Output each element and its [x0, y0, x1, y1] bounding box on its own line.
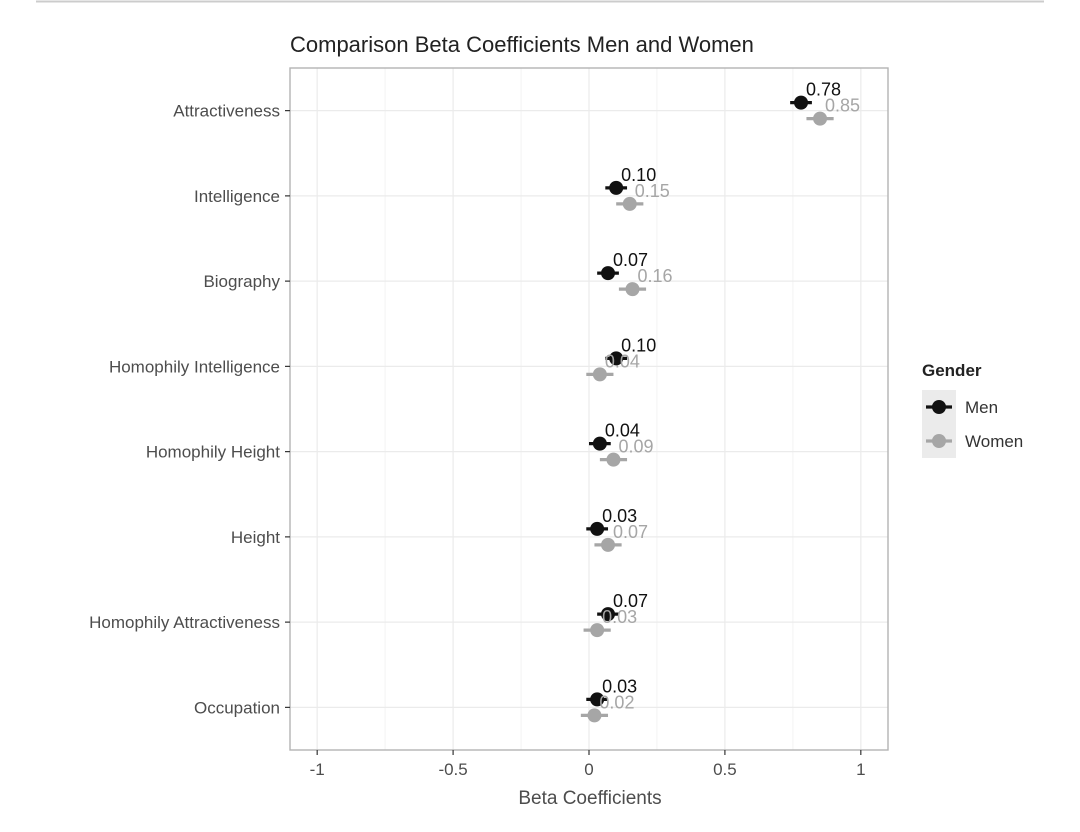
women-data-label: 0.16: [637, 266, 672, 286]
men-point: [609, 180, 624, 195]
men-point: [592, 436, 607, 451]
chart-title: Comparison Beta Coefficients Men and Wom…: [290, 32, 754, 57]
legend: Gender Men Women: [922, 361, 1023, 458]
x-tick-label: 0.5: [713, 760, 737, 779]
men-data-label: 0.10: [621, 335, 656, 355]
x-tick-label: 1: [856, 760, 865, 779]
women-data-label: 0.02: [599, 692, 634, 712]
men-point: [601, 266, 616, 281]
women-data-label: 0.03: [602, 607, 637, 627]
y-tick-label: Homophily Attractiveness: [89, 613, 280, 632]
men-data-label: 0.78: [806, 80, 841, 100]
women-point: [813, 111, 828, 126]
y-tick-label: Attractiveness: [173, 102, 280, 121]
women-point: [625, 282, 640, 297]
women-point: [601, 537, 616, 552]
men-point: [794, 95, 809, 110]
y-tick-label: Height: [231, 528, 280, 547]
men-data-label: 0.10: [621, 165, 656, 185]
y-tick-label: Homophily Intelligence: [109, 357, 280, 376]
women-data-label: 0.15: [635, 181, 670, 201]
women-data-label: 0.04: [605, 351, 640, 371]
y-tick-label: Intelligence: [194, 187, 280, 206]
men-point: [590, 692, 605, 707]
plot-area: Attractiveness Intelligence Biography Homop…: [89, 67, 889, 779]
women-point: [622, 196, 637, 211]
men-point: [601, 607, 616, 622]
x-axis-title: Beta Coefficients: [518, 788, 661, 809]
men-point: [590, 521, 605, 536]
y-tick-label: Biography: [203, 272, 280, 291]
y-tick-label: Homophily Height: [146, 443, 280, 462]
men-data-label: 0.03: [602, 506, 637, 526]
women-data-label: 0.85: [825, 96, 860, 116]
men-data-label: 0.03: [602, 676, 637, 696]
legend-label-men: Men: [965, 398, 998, 417]
men-point: [609, 351, 624, 366]
legend-key-point-women: [932, 434, 946, 448]
y-tick-label: Occupation: [194, 698, 280, 717]
legend-label-women: Women: [965, 432, 1023, 451]
women-point: [592, 367, 607, 382]
men-data-label: 0.07: [613, 591, 648, 611]
legend-key-point-men: [932, 400, 946, 414]
x-tick-label: 0: [584, 760, 593, 779]
men-data-label: 0.04: [605, 421, 640, 441]
x-tick-label: -1: [310, 760, 325, 779]
women-point: [590, 623, 605, 638]
women-data-label: 0.09: [618, 437, 653, 457]
women-data-label: 0.07: [613, 522, 648, 542]
men-data-label: 0.07: [613, 250, 648, 270]
legend-title: Gender: [922, 361, 982, 380]
legend-keys: Men Women: [922, 390, 1023, 458]
x-tick-label: -0.5: [438, 760, 467, 779]
women-point: [587, 708, 602, 723]
women-point: [606, 452, 621, 467]
